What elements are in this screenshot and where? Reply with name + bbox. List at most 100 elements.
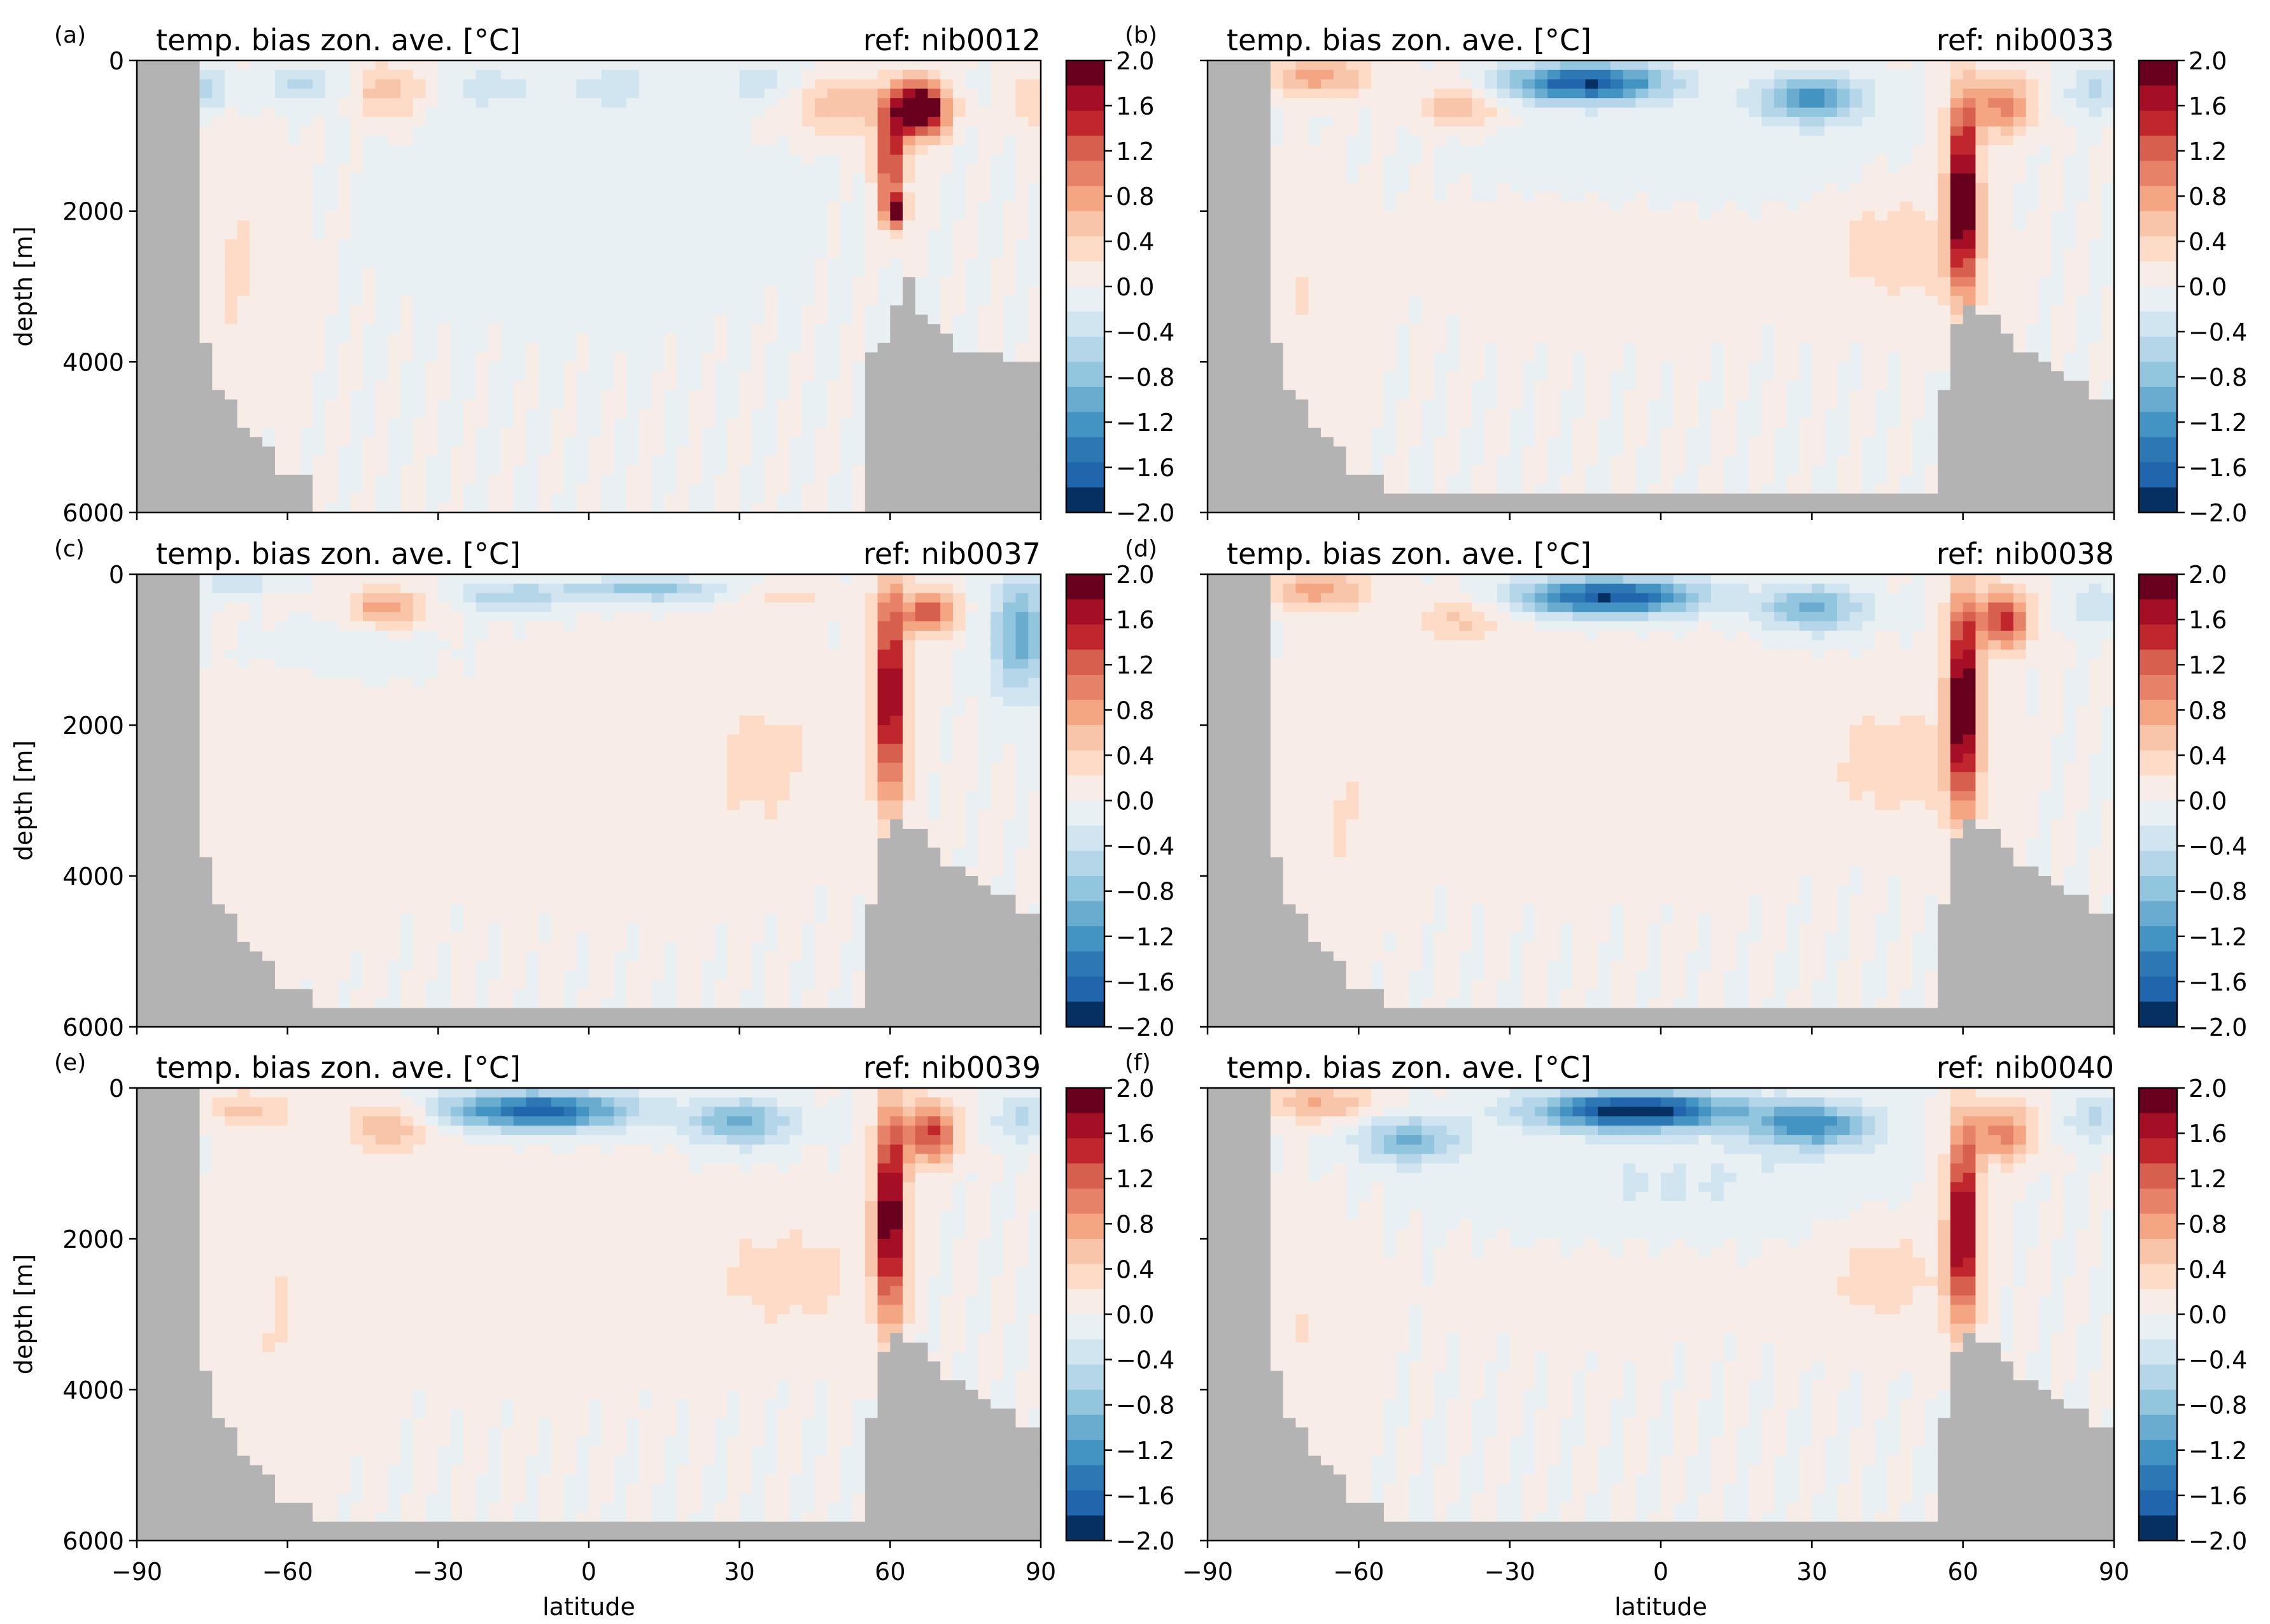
heatmap-cell [840,202,852,211]
heatmap-cell [815,258,828,268]
heatmap-cell [200,127,213,136]
heatmap-cell [978,493,990,503]
heatmap-cell [777,390,790,400]
heatmap-cell [1447,192,1460,202]
heatmap-cell [664,174,677,183]
heatmap-cell [1258,70,1271,80]
heatmap-cell [288,409,300,418]
heatmap-cell [476,334,489,343]
heatmap-cell [1547,136,1560,145]
heatmap-cell [1560,183,1573,192]
heatmap-cell [1321,155,1334,164]
heatmap-cell [325,211,338,221]
heatmap-cell [262,164,275,174]
heatmap-cell [1334,437,1346,447]
heatmap-cell [1434,465,1447,475]
heatmap-cell [1233,277,1246,286]
heatmap-cell [1397,381,1409,390]
heatmap-cell [727,60,740,70]
heatmap-cell [1535,164,1547,174]
heatmap-cell [212,493,225,503]
heatmap-cell [966,390,978,400]
heatmap-cell [162,324,174,334]
heatmap-cell [363,343,376,353]
heatmap-cell [288,306,300,315]
heatmap-cell [1535,362,1547,371]
heatmap-cell [1460,239,1472,249]
heatmap-cell [1560,334,1573,343]
heatmap-cell [852,145,865,155]
heatmap-cell [288,428,300,437]
heatmap-cell [664,192,677,202]
heatmap-cell [1484,381,1497,390]
heatmap-cell [652,98,665,108]
heatmap-cell [765,88,777,98]
heatmap-cell [212,88,225,98]
heatmap-cell [476,174,489,183]
heatmap-cell [300,409,313,418]
heatmap-cell [1484,239,1497,249]
heatmap-cell [137,60,150,70]
heatmap-cell [162,174,174,183]
heatmap-cell [438,314,451,324]
heatmap-cell [589,155,602,164]
heatmap-cell [1397,456,1409,465]
heatmap-cell [1522,314,1535,324]
heatmap-cell [677,220,689,230]
heatmap-cell [990,267,1003,277]
heatmap-cell [576,418,589,428]
heatmap-cell [1245,277,1258,286]
heatmap-cell [1371,155,1384,164]
heatmap-cell [1220,334,1233,343]
heatmap-cell [840,343,852,353]
heatmap-cell [702,446,715,456]
heatmap-cell [174,117,187,127]
heatmap-cell [940,127,953,136]
heatmap-cell [1346,296,1359,306]
heatmap-cell [903,428,915,437]
heatmap-cell [1447,418,1460,428]
heatmap-cell [137,418,150,428]
heatmap-cell [451,70,463,80]
heatmap-cell [488,277,501,286]
heatmap-cell [476,155,489,164]
heatmap-cell [150,192,162,202]
heatmap-cell [689,286,702,296]
heatmap-cell [1560,60,1573,70]
heatmap-cell [740,353,752,362]
heatmap-cell [350,145,363,155]
heatmap-cell [150,400,162,409]
panel-ref: ref: nib0012 [863,23,1041,57]
heatmap-cell [300,277,313,286]
heatmap-cell [1484,334,1497,343]
heatmap-cell [1245,117,1258,127]
heatmap-cell [250,428,263,437]
heatmap-cell [765,324,777,334]
heatmap-cell [990,428,1003,437]
heatmap-cell [338,211,351,221]
heatmap-cell [689,277,702,286]
heatmap-cell [313,306,325,315]
heatmap-cell [928,418,941,428]
heatmap-cell [1208,418,1220,428]
heatmap-cell [652,465,665,475]
heatmap-cell [1308,192,1321,202]
heatmap-cell [1535,306,1547,315]
heatmap-cell [702,230,715,239]
heatmap-cell [200,381,213,390]
heatmap-cell [1384,324,1397,334]
heatmap-cell [1522,437,1535,447]
heatmap-cell [928,60,941,70]
heatmap-cell [1334,296,1346,306]
heatmap-cell [1371,409,1384,418]
heatmap-cell [488,371,501,381]
heatmap-cell [564,108,577,117]
heatmap-cell [200,428,213,437]
heatmap-cell [714,409,727,418]
heatmap-cell [1258,136,1271,145]
heatmap-cell [576,306,589,315]
heatmap-cell [501,381,514,390]
heatmap-cell [1397,127,1409,136]
heatmap-cell [1220,155,1233,164]
heatmap-cell [426,202,439,211]
